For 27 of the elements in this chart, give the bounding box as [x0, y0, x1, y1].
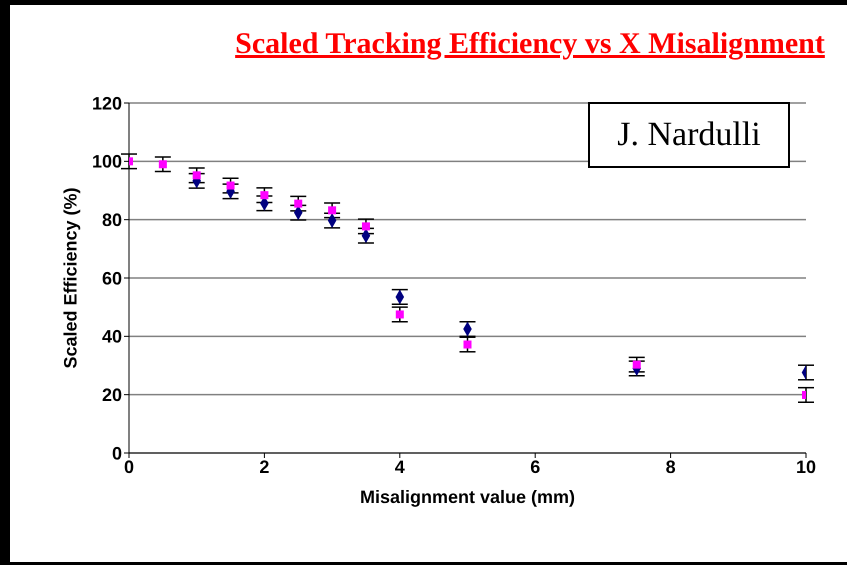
point — [328, 206, 336, 214]
point — [362, 222, 370, 230]
x-tick-label: 2 — [259, 456, 270, 477]
x-tick-label: 0 — [124, 456, 134, 477]
chart-title: Scaled Tracking Efficiency vs X Misalignment — [234, 27, 826, 61]
point — [294, 200, 302, 208]
x-axis-title: Misalignment value (mm) — [360, 487, 576, 507]
x-tick-label: 8 — [666, 456, 676, 477]
x-tick-label: 6 — [530, 456, 540, 477]
y-axis-title: Scaled Efficiency (%) — [60, 187, 80, 369]
x-tick-label: 4 — [394, 456, 405, 477]
y-tick-label: 60 — [102, 268, 122, 288]
point — [632, 360, 641, 369]
y-tick-label: 40 — [102, 326, 122, 347]
point — [396, 310, 404, 318]
y-tick-label: 0 — [112, 443, 122, 464]
point — [260, 191, 268, 200]
annotation: J. Nardulli — [588, 102, 790, 168]
point — [464, 340, 472, 348]
y-tick-label: 80 — [102, 210, 122, 230]
point — [226, 182, 235, 190]
point — [158, 160, 167, 168]
y-tick-label: 100 — [92, 152, 122, 172]
x-tick-label: 10 — [796, 456, 816, 477]
point — [192, 171, 201, 180]
y-tick-label: 120 — [92, 93, 122, 114]
y-tick-label: 20 — [102, 385, 122, 406]
